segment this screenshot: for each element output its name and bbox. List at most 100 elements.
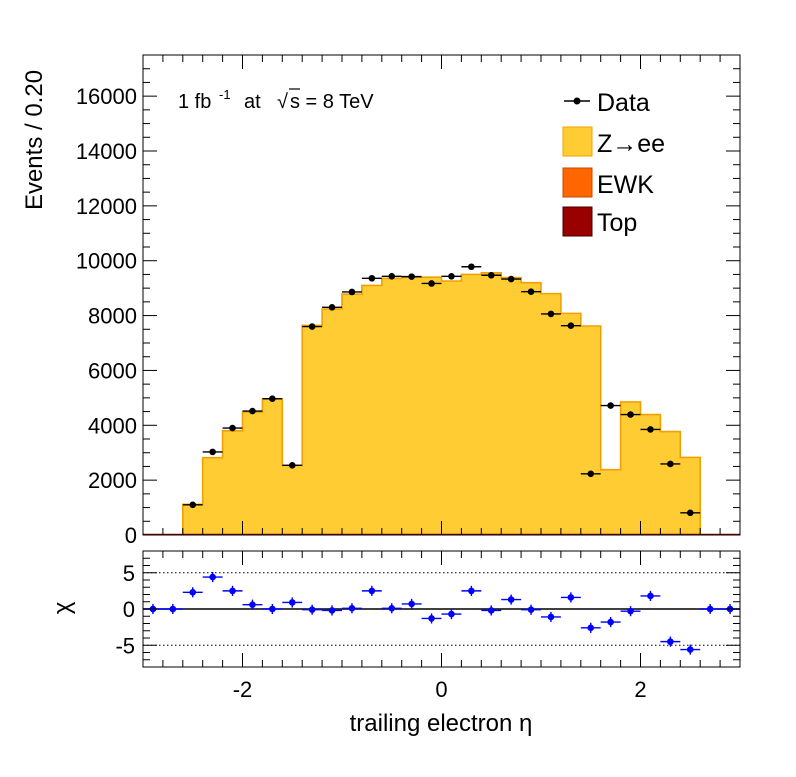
ratio-point bbox=[302, 604, 323, 615]
data-point-marker bbox=[269, 395, 276, 402]
data-point-marker bbox=[448, 273, 455, 280]
data-point bbox=[501, 275, 522, 283]
data-point bbox=[580, 470, 601, 478]
main-y-tick-label: 14000 bbox=[76, 139, 137, 164]
ratio-point-marker bbox=[527, 606, 535, 614]
ratio-point bbox=[342, 603, 362, 614]
data-point-marker bbox=[428, 280, 435, 287]
main-y-axis-label: Events / 0.20 bbox=[21, 70, 48, 210]
ratio-point bbox=[541, 611, 561, 623]
legend-label-data: Data bbox=[597, 89, 650, 117]
legend-entry-ewk: EWK bbox=[562, 167, 654, 199]
data-point bbox=[541, 310, 561, 318]
ratio-point-marker bbox=[706, 605, 714, 613]
data-point bbox=[401, 273, 422, 280]
luminosity-annotation: 1 fb -1 at √ s = 8 TeV bbox=[178, 87, 374, 113]
ratio-reference-lines bbox=[143, 572, 740, 646]
x-axis-label: trailing electron η bbox=[350, 710, 533, 737]
data-point bbox=[461, 263, 482, 271]
main-y-tick-label: 16000 bbox=[76, 84, 137, 109]
ratio-data-layer bbox=[143, 572, 740, 655]
lumi-text: 1 fb bbox=[178, 91, 211, 113]
data-point-marker bbox=[587, 470, 595, 478]
data-point-marker bbox=[627, 411, 634, 418]
ratio-point-marker bbox=[328, 607, 336, 614]
ratio-y-tick-label: 0 bbox=[123, 597, 135, 622]
zee-histogram-fill bbox=[182, 272, 701, 535]
ratio-point-marker bbox=[348, 604, 356, 612]
data-point-marker bbox=[468, 263, 475, 271]
ratio-point bbox=[441, 609, 462, 620]
lumi-at: at bbox=[244, 91, 261, 113]
zee-histogram-outline bbox=[182, 271, 701, 535]
data-point bbox=[322, 304, 342, 311]
main-histogram-layer bbox=[143, 271, 740, 536]
legend-entry-data: Data bbox=[564, 89, 650, 117]
data-point bbox=[361, 274, 382, 282]
legend-top-swatch bbox=[562, 206, 593, 237]
data-point-marker bbox=[249, 407, 256, 415]
legend-zee-swatch bbox=[562, 126, 593, 157]
ratio-point bbox=[620, 606, 641, 617]
ratio-point-marker bbox=[308, 606, 316, 614]
ratio-point-marker bbox=[487, 607, 495, 614]
ratio-point bbox=[262, 603, 283, 615]
data-point bbox=[481, 271, 502, 279]
x-tick-label: 2 bbox=[634, 677, 646, 702]
data-point-marker bbox=[288, 462, 296, 469]
data-point-marker bbox=[229, 424, 236, 432]
ratio-point bbox=[660, 636, 681, 647]
data-point bbox=[560, 322, 581, 330]
main-data-layer bbox=[182, 263, 701, 517]
data-point bbox=[521, 288, 541, 296]
energy-text: s = 8 TeV bbox=[290, 91, 374, 113]
data-point-marker bbox=[308, 323, 316, 330]
data-point-marker bbox=[507, 275, 515, 283]
data-point-marker bbox=[686, 509, 694, 517]
data-point-marker bbox=[607, 402, 614, 409]
ratio-point bbox=[580, 622, 601, 633]
legend-label-zee: Z→ee bbox=[597, 130, 665, 158]
main-axis-ticks: 0 2000 4000 6000 8000 10000 12000 14000 16000 bbox=[76, 54, 741, 548]
sqrt-symbol: √ bbox=[277, 91, 288, 113]
x-tick-label: -2 bbox=[233, 677, 253, 702]
data-point bbox=[620, 411, 641, 418]
data-point-marker bbox=[647, 426, 654, 433]
ratio-point-marker bbox=[368, 587, 376, 595]
data-point bbox=[202, 448, 223, 456]
legend-ewk-swatch bbox=[562, 167, 593, 198]
legend-entry-top: Top bbox=[562, 206, 637, 237]
data-point-marker bbox=[388, 273, 396, 280]
ratio-point-marker bbox=[468, 587, 475, 595]
main-y-tick-label: 2000 bbox=[88, 468, 137, 493]
data-point bbox=[680, 509, 701, 517]
ratio-point-marker bbox=[448, 610, 455, 618]
ratio-point bbox=[242, 599, 263, 610]
data-point bbox=[600, 402, 621, 409]
ratio-point bbox=[222, 585, 243, 596]
ratio-point bbox=[600, 616, 621, 628]
ratio-point bbox=[461, 585, 482, 596]
ratio-y-tick-label: -5 bbox=[115, 633, 135, 658]
ratio-point bbox=[521, 604, 541, 615]
ratio-point-marker bbox=[428, 615, 435, 622]
ratio-point bbox=[361, 585, 382, 596]
legend: Data Z→ee EWK Top bbox=[562, 89, 665, 237]
data-point bbox=[342, 288, 362, 296]
ratio-y-tick-label: 5 bbox=[123, 561, 135, 586]
data-point bbox=[182, 501, 203, 509]
data-point bbox=[282, 462, 303, 469]
data-point bbox=[222, 424, 243, 432]
data-point-marker bbox=[567, 322, 575, 330]
ratio-point-marker bbox=[547, 613, 555, 621]
main-y-tick-label: 10000 bbox=[76, 249, 137, 274]
data-point bbox=[302, 323, 323, 330]
ratio-point bbox=[560, 592, 581, 603]
ratio-point bbox=[481, 605, 502, 616]
data-point bbox=[381, 273, 402, 280]
data-point-marker bbox=[527, 288, 535, 296]
legend-label-ewk: EWK bbox=[597, 171, 654, 199]
ratio-point bbox=[381, 603, 402, 614]
legend-entry-zee: Z→ee bbox=[562, 126, 665, 158]
